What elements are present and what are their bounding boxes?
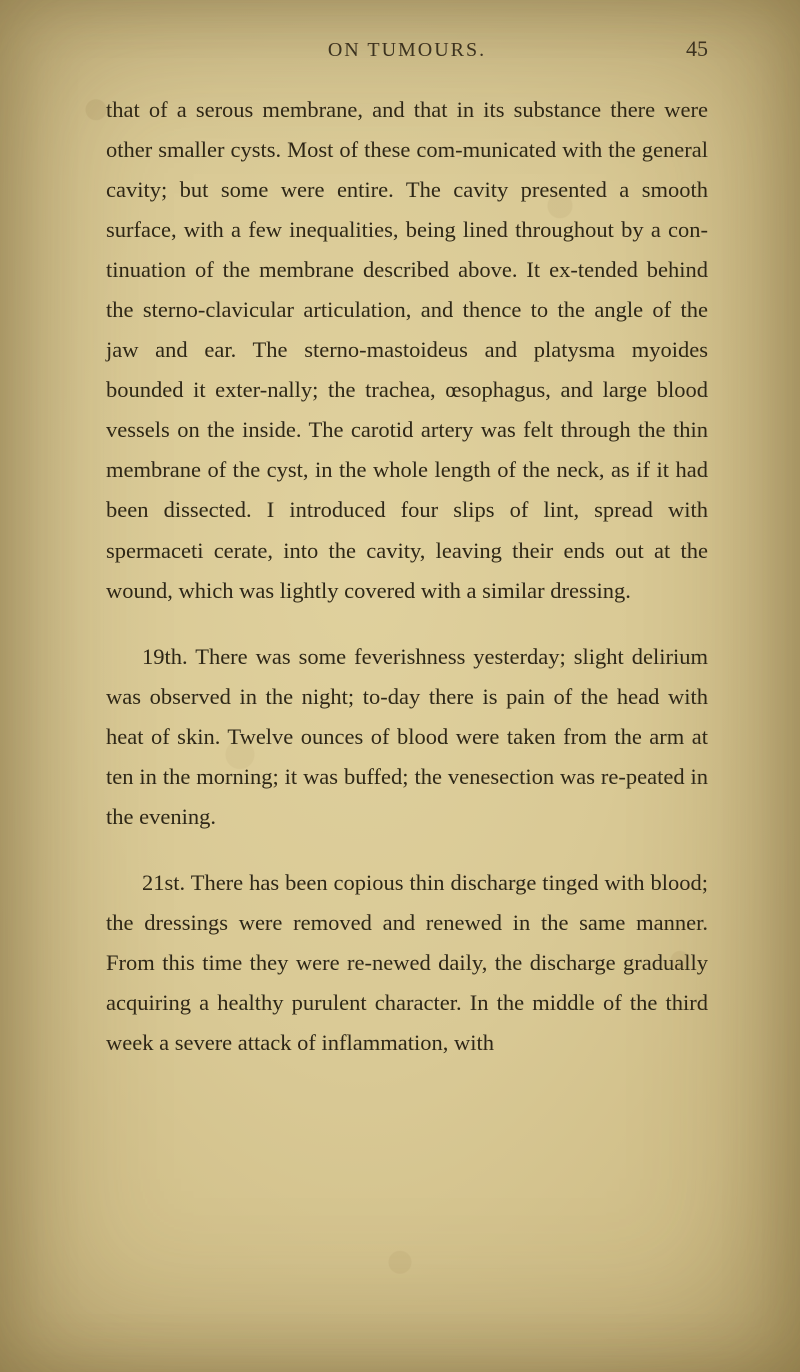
page-number: 45 — [668, 36, 708, 62]
body-text: that of a serous membrane, and that in i… — [106, 90, 708, 1063]
paragraph-2: 19th. There was some feverishness yester… — [106, 637, 708, 837]
page: ON TUMOURS. 45 that of a serous membrane… — [0, 0, 800, 1372]
paragraph-1: that of a serous membrane, and that in i… — [106, 90, 708, 611]
running-title: ON TUMOURS. — [146, 39, 668, 62]
page-header: ON TUMOURS. 45 — [106, 36, 708, 62]
paragraph-3: 21st. There has been copious thin discha… — [106, 863, 708, 1063]
